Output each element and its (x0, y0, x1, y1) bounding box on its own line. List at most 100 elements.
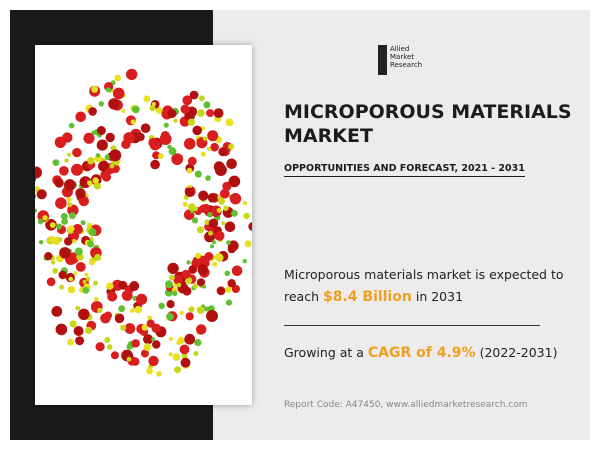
text: Microporous materials market is expected… (284, 267, 564, 304)
atom (38, 240, 44, 245)
atom (54, 178, 64, 188)
atom (231, 284, 240, 294)
atom (71, 238, 77, 244)
atom (185, 312, 194, 321)
atom (228, 143, 235, 150)
atom (120, 324, 127, 331)
atom (189, 90, 199, 100)
atom (78, 308, 90, 320)
atom (150, 159, 160, 170)
atom (83, 132, 95, 144)
atom (206, 109, 215, 118)
atom (248, 222, 258, 231)
atom (206, 146, 212, 152)
atom (96, 126, 106, 135)
atom (182, 201, 188, 207)
atom (179, 310, 184, 315)
atom (193, 351, 199, 357)
atom (52, 159, 60, 166)
atom (75, 262, 86, 272)
atom (114, 74, 121, 82)
atom (99, 160, 109, 170)
atom (136, 293, 148, 305)
atom (218, 147, 228, 157)
forecast-text: Microporous materials market is expected… (284, 264, 564, 308)
atom (224, 221, 236, 233)
atom (67, 202, 73, 208)
atom (96, 139, 108, 151)
atom (158, 153, 164, 159)
atom (78, 195, 89, 207)
atom (179, 344, 190, 355)
atom (93, 182, 101, 190)
atom (112, 87, 125, 100)
logo-text: Allied Market Research (390, 45, 422, 69)
atom (87, 157, 95, 165)
atom (187, 118, 195, 126)
atom (126, 356, 132, 362)
atom (44, 252, 53, 261)
atom (143, 334, 154, 345)
atom (243, 212, 250, 220)
atom (216, 208, 222, 213)
atom (197, 264, 209, 275)
atom (192, 283, 198, 289)
atom (188, 265, 197, 274)
atom (242, 200, 247, 206)
atom (85, 326, 93, 334)
atom (177, 338, 183, 345)
atom (212, 261, 218, 267)
atom (140, 123, 151, 133)
atom (208, 218, 219, 228)
atom (104, 336, 111, 343)
text: Growing at a (284, 345, 364, 360)
atom (37, 218, 44, 225)
atom (121, 290, 133, 301)
atom (196, 306, 205, 314)
atom (148, 355, 159, 367)
atom (152, 340, 161, 349)
atom (174, 366, 181, 374)
atom (187, 156, 197, 166)
atom (80, 220, 86, 226)
atom (156, 371, 162, 377)
atom (200, 151, 206, 157)
atom (226, 158, 237, 170)
atom (69, 320, 77, 328)
atom (216, 286, 226, 296)
atom (59, 284, 64, 290)
atom (172, 290, 178, 296)
atom (192, 125, 202, 136)
atom (67, 338, 74, 346)
atom (118, 280, 128, 290)
atom (56, 223, 62, 230)
atom (106, 282, 114, 290)
atom (64, 179, 76, 191)
atom (130, 119, 136, 125)
logo-mark (378, 45, 387, 75)
atom (184, 187, 195, 197)
atom (95, 153, 101, 158)
atom (194, 170, 202, 178)
atom (68, 225, 75, 232)
atom (173, 118, 178, 123)
atom (141, 324, 149, 331)
atom (206, 310, 218, 322)
atom (196, 226, 205, 234)
atom (194, 339, 202, 347)
atom (209, 244, 215, 249)
atom (207, 211, 213, 218)
atom (227, 279, 236, 288)
atom (211, 240, 216, 245)
atom (166, 300, 175, 309)
atom (55, 197, 67, 209)
atom (176, 282, 182, 288)
atom (58, 270, 67, 280)
atom (97, 307, 103, 314)
atom (36, 189, 47, 200)
atom (165, 280, 173, 289)
atom (196, 324, 207, 335)
atom (214, 164, 227, 176)
atom (72, 224, 83, 235)
atom (168, 352, 173, 357)
